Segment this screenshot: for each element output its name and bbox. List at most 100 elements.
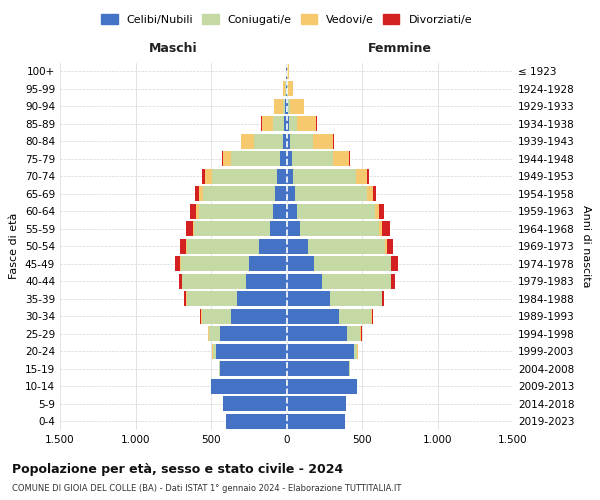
Bar (316, 116, 317, 131)
Text: COMUNE DI GIOIA DEL COLLE (BA) - Dati ISTAT 1° gennaio 2024 - Elaborazione TUTTI: COMUNE DI GIOIA DEL COLLE (BA) - Dati IS… (12, 484, 401, 493)
Bar (356, 169, 367, 184)
Bar (275, 186, 287, 201)
Bar (288, 82, 293, 96)
Bar (287, 344, 353, 358)
Bar (313, 134, 334, 148)
Bar (261, 116, 262, 131)
Bar (184, 292, 186, 306)
Bar (379, 204, 385, 218)
Bar (287, 396, 346, 411)
Bar (334, 152, 349, 166)
Bar (193, 222, 194, 236)
Bar (187, 239, 259, 254)
Bar (270, 222, 287, 236)
Bar (211, 379, 287, 394)
Bar (209, 326, 220, 341)
Bar (190, 204, 196, 218)
Bar (290, 99, 304, 114)
Bar (283, 134, 287, 148)
Bar (199, 204, 273, 218)
Bar (277, 169, 287, 184)
Bar (289, 116, 297, 131)
Bar (287, 309, 338, 324)
Bar (259, 239, 287, 254)
Bar (287, 152, 292, 166)
Bar (220, 362, 287, 376)
Bar (230, 309, 287, 324)
Bar (285, 99, 287, 114)
Bar (181, 239, 186, 254)
Bar (329, 292, 382, 306)
Bar (226, 414, 287, 428)
Bar (300, 222, 379, 236)
Bar (357, 344, 358, 358)
Bar (287, 274, 322, 288)
Bar (215, 344, 287, 358)
Bar (287, 134, 290, 148)
Bar (194, 186, 199, 201)
Legend: Celibi/Nubili, Coniugati/e, Vedovi/e, Divorziati/e: Celibi/Nubili, Coniugati/e, Vedovi/e, Di… (98, 11, 475, 28)
Bar (287, 169, 293, 184)
Y-axis label: Anni di nascita: Anni di nascita (581, 205, 591, 288)
Bar (205, 169, 212, 184)
Bar (287, 82, 288, 96)
Bar (353, 344, 357, 358)
Y-axis label: Fasce di età: Fasce di età (10, 213, 19, 280)
Bar (287, 256, 314, 271)
Bar (375, 204, 379, 218)
Bar (175, 256, 180, 271)
Bar (287, 204, 297, 218)
Bar (208, 326, 209, 341)
Bar (180, 256, 181, 271)
Bar (187, 292, 236, 306)
Bar (287, 414, 344, 428)
Bar (181, 256, 249, 271)
Bar (285, 82, 286, 96)
Bar (287, 326, 347, 341)
Bar (286, 82, 287, 96)
Bar (283, 99, 285, 114)
Bar (297, 204, 375, 218)
Text: Femmine: Femmine (368, 42, 432, 56)
Bar (391, 274, 395, 288)
Bar (232, 152, 280, 166)
Bar (322, 274, 391, 288)
Bar (361, 326, 362, 341)
Bar (236, 292, 287, 306)
Bar (249, 256, 287, 271)
Bar (241, 134, 254, 148)
Bar (287, 186, 295, 201)
Bar (223, 152, 232, 166)
Bar (273, 204, 287, 218)
Bar (287, 99, 288, 114)
Bar (292, 152, 334, 166)
Bar (262, 116, 273, 131)
Bar (288, 99, 290, 114)
Bar (347, 326, 361, 341)
Bar (371, 309, 373, 324)
Bar (196, 204, 199, 218)
Bar (287, 222, 300, 236)
Bar (287, 292, 329, 306)
Bar (290, 134, 313, 148)
Bar (186, 292, 187, 306)
Bar (293, 169, 356, 184)
Bar (382, 292, 384, 306)
Text: Popolazione per età, sesso e stato civile - 2024: Popolazione per età, sesso e stato civil… (12, 462, 343, 475)
Bar (379, 222, 382, 236)
Bar (283, 82, 285, 96)
Bar (202, 309, 230, 324)
Bar (182, 274, 246, 288)
Bar (186, 239, 187, 254)
Text: Maschi: Maschi (149, 42, 197, 56)
Bar (284, 116, 287, 131)
Bar (367, 169, 369, 184)
Bar (385, 239, 386, 254)
Bar (386, 239, 393, 254)
Bar (194, 222, 270, 236)
Bar (287, 64, 289, 78)
Bar (287, 379, 357, 394)
Bar (367, 186, 373, 201)
Bar (213, 344, 215, 358)
Bar (212, 344, 213, 358)
